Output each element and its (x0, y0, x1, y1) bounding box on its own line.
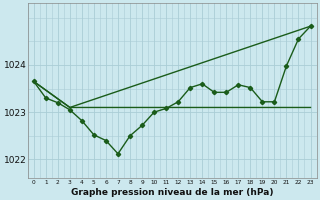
X-axis label: Graphe pression niveau de la mer (hPa): Graphe pression niveau de la mer (hPa) (71, 188, 273, 197)
